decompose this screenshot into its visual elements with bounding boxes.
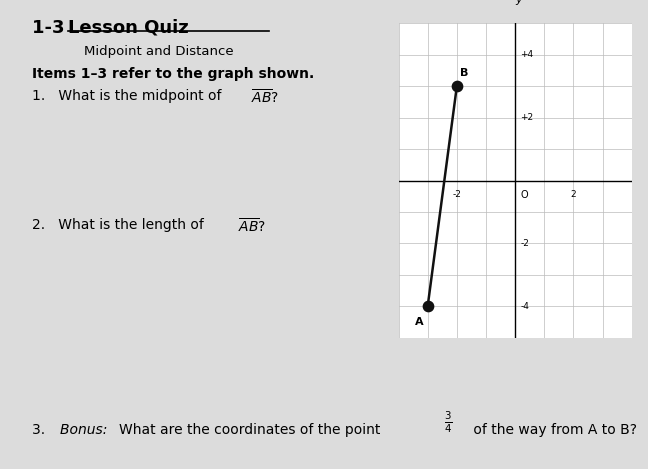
Text: Bonus:: Bonus: xyxy=(60,423,112,437)
Text: 1.   What is the midpoint of: 1. What is the midpoint of xyxy=(32,89,226,103)
Text: y: y xyxy=(515,0,522,5)
Text: of the way from A to B?: of the way from A to B? xyxy=(469,423,636,437)
Point xyxy=(452,83,462,90)
Text: 2: 2 xyxy=(571,190,576,199)
Text: -2: -2 xyxy=(520,239,529,248)
Text: $\overline{AB}$?: $\overline{AB}$? xyxy=(251,88,279,106)
Text: $\frac{3}{4}$: $\frac{3}{4}$ xyxy=(444,409,452,435)
Text: O: O xyxy=(520,190,528,200)
Text: -4: -4 xyxy=(520,302,529,311)
Text: Midpoint and Distance: Midpoint and Distance xyxy=(84,45,234,58)
Text: A: A xyxy=(415,317,423,327)
Text: 2.   What is the length of: 2. What is the length of xyxy=(32,218,209,232)
Text: 3.: 3. xyxy=(32,423,59,437)
Text: Items 1–3 refer to the graph shown.: Items 1–3 refer to the graph shown. xyxy=(32,67,315,81)
Text: B: B xyxy=(459,68,468,78)
Text: $\overline{AB}$?: $\overline{AB}$? xyxy=(238,217,266,235)
Text: -2: -2 xyxy=(452,190,461,199)
Text: Lesson Quiz: Lesson Quiz xyxy=(68,19,189,37)
Text: 1-3: 1-3 xyxy=(32,19,71,37)
Point xyxy=(422,303,433,310)
Text: What are the coordinates of the point: What are the coordinates of the point xyxy=(119,423,384,437)
Text: +2: +2 xyxy=(520,113,533,122)
Text: +4: +4 xyxy=(520,50,533,60)
